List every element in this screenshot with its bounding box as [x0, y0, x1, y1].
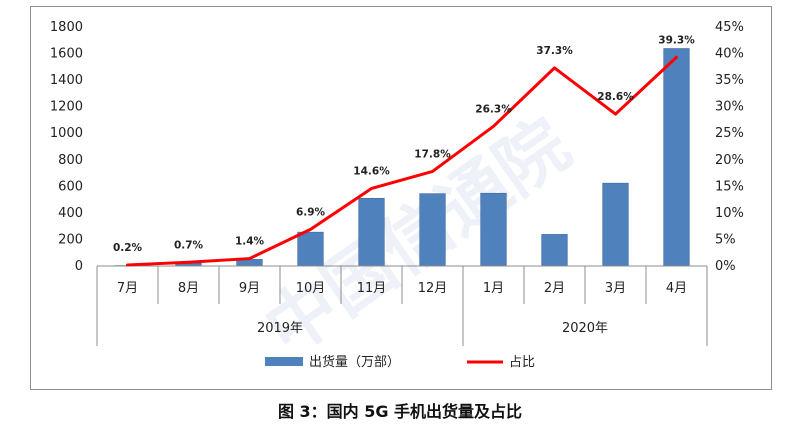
category-label: 3月	[605, 281, 626, 296]
line-series	[126, 55, 678, 267]
left-tick-label: 600	[58, 179, 83, 194]
share-point	[309, 228, 312, 231]
share-data-label: 28.6%	[597, 91, 634, 103]
share-point	[248, 257, 251, 260]
left-tick-label: 1400	[50, 73, 83, 88]
share-data-label: 37.3%	[536, 45, 573, 57]
year-label: 2020年	[562, 321, 608, 336]
right-tick-label: 30%	[715, 100, 744, 115]
right-tick-label: 20%	[715, 153, 744, 168]
legend: 出货量（万部） 占比	[265, 354, 535, 370]
category-label: 9月	[239, 281, 260, 296]
left-tick-label: 1800	[50, 20, 83, 35]
bar	[663, 48, 690, 267]
year-label: 2019年	[257, 321, 303, 336]
category-label: 12月	[418, 281, 448, 296]
share-data-label: 14.6%	[353, 165, 390, 177]
left-tick-label: 200	[58, 232, 83, 247]
data-labels: 0.2% 0.7% 1.4% 6.9% 14.6% 17.8% 26.3% 37.3% 28.6…	[113, 34, 695, 254]
category-label: 1月	[483, 281, 504, 296]
right-tick-label: 40%	[715, 47, 744, 62]
legend-swatch-bar	[265, 357, 303, 366]
category-label: 11月	[357, 281, 387, 296]
right-tick-label: 35%	[715, 73, 744, 88]
left-tick-label: 1600	[50, 47, 83, 62]
figure-caption: 图 3：国内 5G 手机出货量及占比	[277, 402, 523, 421]
bar	[419, 193, 446, 267]
right-tick-label: 25%	[715, 126, 744, 141]
category-label: 2月	[544, 281, 565, 296]
share-data-label: 26.3%	[475, 103, 512, 115]
share-point	[675, 56, 678, 59]
share-point	[187, 261, 190, 264]
bar	[541, 234, 568, 267]
right-tick-label: 0%	[715, 259, 736, 274]
share-data-label: 1.4%	[235, 236, 265, 248]
share-data-label: 0.2%	[113, 242, 143, 254]
left-tick-label: 400	[58, 206, 83, 221]
left-axis: 0 200 400 600 800 1000 1200 1400 1600 1800	[50, 20, 83, 274]
share-point	[126, 263, 129, 267]
bar-series	[114, 48, 690, 267]
right-tick-label: 45%	[715, 20, 744, 35]
left-tick-label: 1200	[50, 100, 83, 115]
share-data-label: 17.8%	[414, 148, 451, 160]
legend-label-bar: 出货量（万部）	[309, 354, 400, 370]
share-data-label: 39.3%	[658, 34, 695, 46]
right-tick-label: 10%	[715, 206, 744, 221]
legend-label-line: 占比	[509, 355, 535, 370]
category-axis: 7月 8月 9月 10月 11月 12月 1月 2月 3月 4月 2019年 2020年	[96, 265, 708, 346]
category-label: 7月	[117, 281, 138, 296]
left-tick-label: 0	[75, 259, 83, 274]
right-axis: 0% 5% 10% 15% 20% 25% 30% 35% 40% 45%	[715, 20, 744, 274]
category-label: 4月	[666, 281, 687, 296]
share-point	[553, 66, 556, 70]
left-tick-label: 1000	[50, 126, 83, 141]
bar	[358, 197, 385, 267]
bar	[602, 182, 629, 267]
share-line	[126, 55, 678, 267]
chart-svg: 中国信通院 020040060080010001200140016001800 …	[50, 20, 744, 371]
share-point	[614, 112, 617, 116]
bar	[297, 231, 324, 267]
chart-frame: 中国信通院 0 200 400 600 800 1000 1200 1400 1600 1800 …	[30, 6, 772, 390]
share-point	[431, 170, 434, 173]
category-label: 10月	[296, 281, 326, 296]
share-point	[492, 125, 495, 128]
share-point	[370, 187, 373, 190]
share-data-label: 0.7%	[174, 239, 204, 251]
left-tick-label: 800	[58, 153, 83, 168]
share-data-label: 6.9%	[296, 206, 326, 218]
right-tick-label: 15%	[715, 179, 744, 194]
bar	[480, 192, 507, 267]
category-label: 8月	[178, 281, 199, 296]
right-tick-label: 5%	[715, 232, 736, 247]
